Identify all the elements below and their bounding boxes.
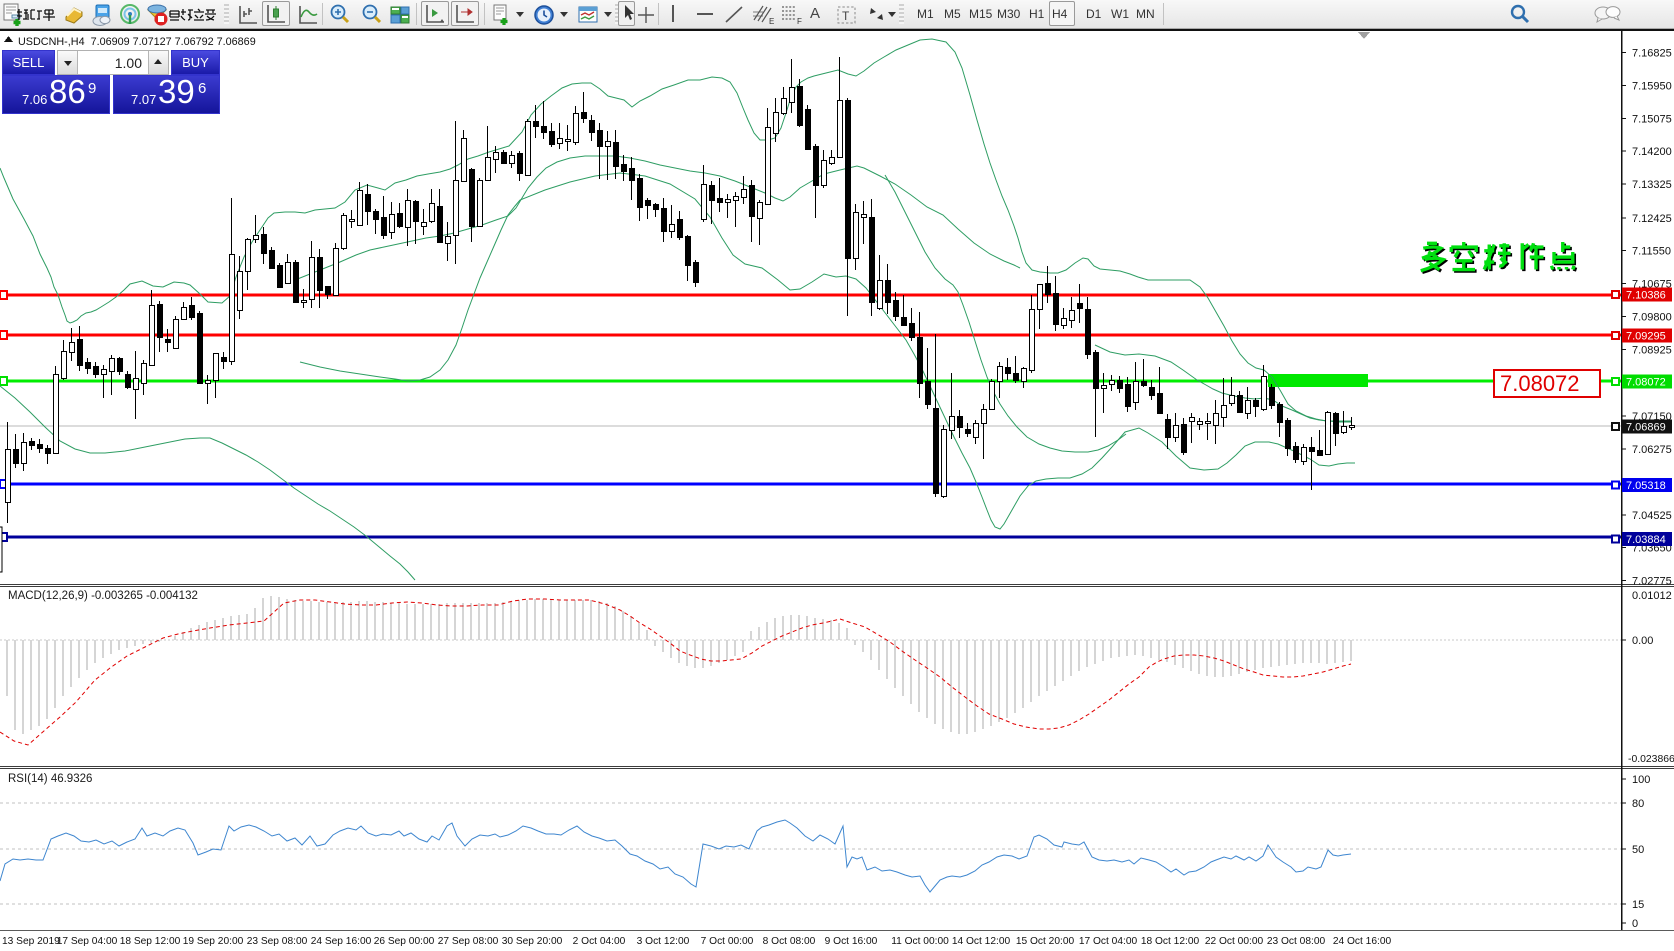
svg-text:23 Oct 08:00: 23 Oct 08:00 — [1267, 936, 1326, 947]
svg-text:11 Oct 00:00: 11 Oct 00:00 — [891, 936, 949, 947]
svg-text:7.02775: 7.02775 — [1632, 576, 1672, 588]
svg-text:15 Oct 20:00: 15 Oct 20:00 — [1016, 936, 1075, 947]
svg-text:7.15950: 7.15950 — [1632, 80, 1672, 92]
svg-text:8 Oct 08:00: 8 Oct 08:00 — [763, 936, 816, 947]
svg-text:E: E — [769, 17, 774, 26]
svg-text:3 Oct 12:00: 3 Oct 12:00 — [637, 936, 690, 947]
svg-text:9 Oct 16:00: 9 Oct 16:00 — [825, 936, 878, 947]
svg-text:7.09295: 7.09295 — [1626, 330, 1666, 342]
svg-text:80: 80 — [1632, 798, 1644, 810]
svg-text:0.01012: 0.01012 — [1632, 590, 1672, 602]
svg-text:7.10386: 7.10386 — [1626, 290, 1666, 302]
svg-text:7.08072: 7.08072 — [1626, 376, 1666, 388]
svg-text:17 Sep 04:00: 17 Sep 04:00 — [57, 936, 118, 947]
svg-text:23 Sep 08:00: 23 Sep 08:00 — [247, 936, 308, 947]
svg-text:7.08072: 7.08072 — [1500, 371, 1580, 396]
svg-text:7.12425: 7.12425 — [1632, 213, 1672, 225]
svg-text:0.00: 0.00 — [1632, 635, 1653, 647]
svg-text:50: 50 — [1632, 844, 1644, 856]
svg-text:-0.023866: -0.023866 — [1628, 754, 1674, 765]
svg-text:7.16825: 7.16825 — [1632, 48, 1672, 60]
svg-text:24 Sep 16:00: 24 Sep 16:00 — [311, 936, 372, 947]
svg-text:30 Sep 20:00: 30 Sep 20:00 — [502, 936, 563, 947]
svg-text:17 Oct 04:00: 17 Oct 04:00 — [1079, 936, 1138, 947]
svg-text:7.14200: 7.14200 — [1632, 146, 1672, 158]
svg-text:19 Sep 20:00: 19 Sep 20:00 — [183, 936, 244, 947]
svg-text:MACD(12,26,9) -0.003265 -0.004: MACD(12,26,9) -0.003265 -0.004132 — [8, 590, 198, 602]
svg-text:27 Sep 08:00: 27 Sep 08:00 — [438, 936, 499, 947]
svg-text:F: F — [797, 17, 802, 26]
svg-text:24 Oct 16:00: 24 Oct 16:00 — [1333, 936, 1392, 947]
svg-text:RSI(14) 46.9326: RSI(14) 46.9326 — [8, 773, 92, 785]
svg-text:7 Oct 00:00: 7 Oct 00:00 — [701, 936, 754, 947]
svg-text:7.06275: 7.06275 — [1632, 444, 1672, 456]
svg-text:7.11550: 7.11550 — [1632, 246, 1671, 258]
svg-text:T: T — [842, 9, 850, 23]
svg-text:15: 15 — [1632, 899, 1644, 911]
svg-text:0: 0 — [1632, 918, 1638, 930]
svg-text:7.13325: 7.13325 — [1632, 179, 1672, 191]
svg-text:26 Sep 00:00: 26 Sep 00:00 — [374, 936, 435, 947]
svg-text:14 Oct 12:00: 14 Oct 12:00 — [952, 936, 1011, 947]
svg-text:100: 100 — [1632, 774, 1650, 786]
svg-text:7.03884: 7.03884 — [1626, 534, 1666, 546]
svg-text:7.09800: 7.09800 — [1632, 312, 1672, 324]
svg-text:7.08925: 7.08925 — [1632, 344, 1672, 356]
svg-text:7.06869: 7.06869 — [1626, 422, 1666, 434]
svg-text:USDCNH-,H4 7.06909 7.07127 7.: USDCNH-,H4 7.06909 7.07127 7.06792 7.068… — [18, 36, 256, 48]
svg-text:22 Oct 00:00: 22 Oct 00:00 — [1205, 936, 1264, 947]
svg-text:13 Sep 2019: 13 Sep 2019 — [2, 936, 60, 947]
svg-text:7.04525: 7.04525 — [1632, 510, 1672, 522]
svg-text:7.15075: 7.15075 — [1632, 113, 1672, 125]
svg-text:2 Oct 04:00: 2 Oct 04:00 — [573, 936, 626, 947]
svg-text:18 Sep 12:00: 18 Sep 12:00 — [120, 936, 181, 947]
svg-text:18 Oct 12:00: 18 Oct 12:00 — [1141, 936, 1200, 947]
svg-text:7.05318: 7.05318 — [1626, 480, 1666, 492]
